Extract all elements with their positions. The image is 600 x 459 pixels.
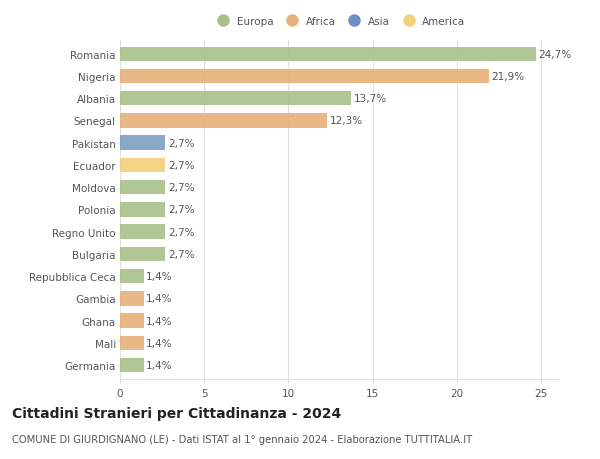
Text: 2,7%: 2,7%: [168, 227, 194, 237]
Bar: [120, 291, 143, 306]
Text: 21,9%: 21,9%: [491, 72, 524, 82]
Text: 2,7%: 2,7%: [168, 161, 194, 171]
Legend: Europa, Africa, Asia, America: Europa, Africa, Asia, America: [209, 13, 469, 31]
Bar: [120, 269, 143, 284]
Bar: [120, 247, 166, 262]
Bar: [120, 314, 143, 328]
Text: 13,7%: 13,7%: [353, 94, 386, 104]
Bar: [120, 336, 143, 350]
Bar: [120, 70, 489, 84]
Bar: [120, 358, 143, 373]
Text: 2,7%: 2,7%: [168, 139, 194, 148]
Text: Cittadini Stranieri per Cittadinanza - 2024: Cittadini Stranieri per Cittadinanza - 2…: [12, 406, 341, 420]
Text: 1,4%: 1,4%: [146, 272, 173, 281]
Bar: [120, 114, 327, 129]
Text: 2,7%: 2,7%: [168, 249, 194, 259]
Bar: [120, 203, 166, 217]
Bar: [120, 158, 166, 173]
Text: 2,7%: 2,7%: [168, 205, 194, 215]
Text: 2,7%: 2,7%: [168, 183, 194, 193]
Text: 1,4%: 1,4%: [146, 316, 173, 326]
Text: 24,7%: 24,7%: [539, 50, 572, 60]
Text: 1,4%: 1,4%: [146, 360, 173, 370]
Bar: [120, 136, 166, 151]
Text: 1,4%: 1,4%: [146, 338, 173, 348]
Text: 1,4%: 1,4%: [146, 294, 173, 304]
Bar: [120, 225, 166, 240]
Bar: [120, 92, 351, 106]
Text: COMUNE DI GIURDIGNANO (LE) - Dati ISTAT al 1° gennaio 2024 - Elaborazione TUTTIT: COMUNE DI GIURDIGNANO (LE) - Dati ISTAT …: [12, 434, 472, 444]
Bar: [120, 180, 166, 195]
Text: 12,3%: 12,3%: [330, 116, 363, 126]
Bar: [120, 47, 536, 62]
